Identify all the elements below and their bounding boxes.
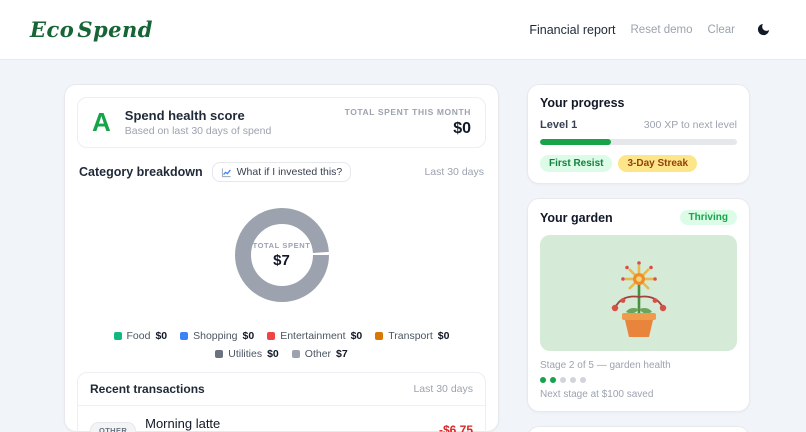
breakdown-period: Last 30 days <box>424 166 484 178</box>
impulse-card: Log an impulse <box>527 426 750 432</box>
legend-swatch <box>375 332 384 340</box>
stage-dot <box>560 377 566 383</box>
chart-icon <box>221 167 232 178</box>
stage-dot <box>550 377 556 383</box>
xp-label: 300 XP to next level <box>643 119 737 131</box>
legend-swatch <box>267 332 276 340</box>
legend-name: Other <box>304 348 332 360</box>
garden-next-stage: Next stage at $100 saved <box>540 389 654 400</box>
xp-progress-bar <box>540 139 737 145</box>
legend-item-other: Other $7 <box>291 348 348 360</box>
badge-streak: 3-Day Streak <box>618 155 698 172</box>
garden-status-badge: Thriving <box>679 210 737 225</box>
legend-item-shopping: Shopping $0 <box>180 330 254 342</box>
legend-value: $0 <box>155 330 168 342</box>
legend-name: Utilities <box>228 348 263 360</box>
level-label: Level 1 <box>540 119 578 131</box>
legend-swatch <box>180 332 189 340</box>
donut-ring <box>234 208 329 302</box>
stage-dot <box>540 377 546 383</box>
invest-whatif-button[interactable]: What if I invested this? <box>211 162 352 182</box>
legend-swatch <box>113 332 122 340</box>
score-titles: Spend health score Based on last 30 days… <box>125 108 272 137</box>
score-title: Spend health score <box>124 108 245 123</box>
nav-financial-report[interactable]: Financial report <box>529 22 616 37</box>
badge-first-resist: First Resist <box>540 155 613 172</box>
transaction-row[interactable]: Other Morning latte Mar 12, 2026 -$6.75 <box>78 406 485 432</box>
legend-name: Food <box>126 330 151 342</box>
logo-eco: Eco <box>30 17 75 42</box>
legend-item-entertainment: Entertainment $0 <box>267 330 362 342</box>
donut-chart: Total spent $7 <box>77 188 486 322</box>
recent-transactions: Recent transactions Last 30 days Other M… <box>77 372 486 432</box>
category-breakdown-title: Category breakdown <box>79 165 203 179</box>
legend-name: Entertainment <box>280 330 346 342</box>
transaction-category-badge: Other <box>90 421 137 432</box>
plant-illustration <box>594 247 684 339</box>
main-content: A Spend health score Based on last 30 da… <box>0 60 806 432</box>
theme-toggle-button[interactable] <box>750 17 776 43</box>
garden-stage-dots <box>540 377 737 383</box>
legend-value: $0 <box>267 348 279 360</box>
legend-item-transport: Transport $0 <box>375 330 449 342</box>
spend-health-score-card: A Spend health score Based on last 30 da… <box>77 97 486 148</box>
legend-name: Shopping <box>193 330 238 342</box>
legend-name: Transport <box>388 330 433 342</box>
legend-value: $0 <box>350 330 363 342</box>
legend-value: $0 <box>242 330 255 342</box>
month-total: Total spent this month $0 <box>345 107 471 138</box>
donut-center-value: $7 <box>273 252 290 269</box>
stage-dot <box>570 377 576 383</box>
month-total-label: Total spent this month <box>344 107 471 117</box>
moon-icon <box>756 22 771 37</box>
transactions-period: Last 30 days <box>413 383 473 395</box>
donut-center-label: Total spent <box>252 241 311 250</box>
category-breakdown-header: Category breakdown What if I invested th… <box>77 162 486 182</box>
health-grade: A <box>92 107 111 137</box>
spending-overview-card: A Spend health score Based on last 30 da… <box>64 84 499 432</box>
app-header: Eco Spend Financial report Reset demo Cle… <box>0 0 806 60</box>
transactions-title: Recent transactions <box>90 382 205 396</box>
garden-card: Your garden Thriving <box>527 198 750 412</box>
app-logo: Eco Spend <box>30 17 153 42</box>
garden-header: Your garden Thriving <box>540 210 737 225</box>
legend-swatch <box>215 350 224 358</box>
stage-dot <box>580 377 586 383</box>
sidebar-column: Your progress Level 1 300 XP to next lev… <box>527 84 750 432</box>
legend-item-utilities: Utilities $0 <box>215 348 279 360</box>
legend-value: $0 <box>437 330 450 342</box>
transaction-name: Morning latte <box>145 416 221 431</box>
level-row: Level 1 300 XP to next level <box>540 119 737 131</box>
transaction-details: Morning latte Mar 12, 2026 <box>145 416 220 432</box>
score-subtitle: Based on last 30 days of spend <box>124 125 272 137</box>
garden-illustration-area <box>540 235 737 351</box>
invest-button-label: What if I invested this? <box>236 166 343 178</box>
progress-title: Your progress <box>540 96 625 110</box>
nav-reset-demo[interactable]: Reset demo <box>630 23 693 36</box>
legend-swatch <box>291 350 300 358</box>
logo-spend: Spend <box>77 17 153 42</box>
nav-clear[interactable]: Clear <box>707 23 735 36</box>
achievement-badges: First Resist 3-Day Streak <box>540 155 737 172</box>
garden-title: Your garden <box>540 210 613 225</box>
month-total-value: $0 <box>453 120 471 137</box>
header-nav: Financial report Reset demo Clear <box>529 17 776 43</box>
chart-legend: Food $0 Shopping $0 Entertainment $0 Transp… <box>77 330 486 360</box>
donut-center: Total spent $7 <box>253 241 311 269</box>
garden-stage-text: Stage 2 of 5 — garden health <box>540 360 671 371</box>
legend-item-food: Food $0 <box>113 330 168 342</box>
progress-card: Your progress Level 1 300 XP to next lev… <box>527 84 750 184</box>
transaction-amount: -$6.75 <box>438 423 473 432</box>
xp-progress-fill <box>540 139 611 145</box>
transactions-header: Recent transactions Last 30 days <box>78 373 485 406</box>
legend-value: $7 <box>336 348 348 360</box>
